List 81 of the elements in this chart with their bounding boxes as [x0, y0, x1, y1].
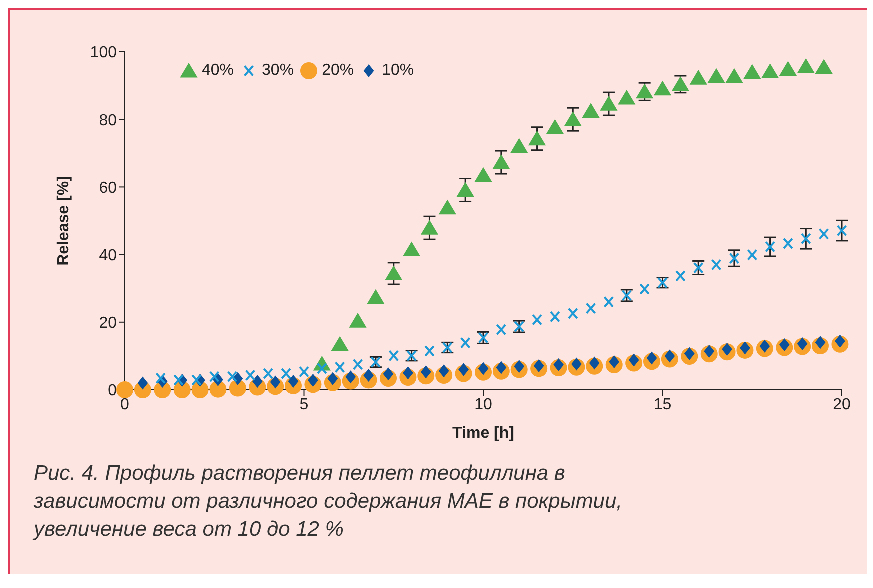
point [403, 242, 421, 257]
point [564, 112, 582, 126]
legend-label: 30% [262, 62, 294, 80]
y-tick-label: 0 [108, 382, 118, 400]
x-tick-label: 10 [474, 396, 492, 414]
point [227, 371, 238, 383]
point [550, 311, 560, 323]
point [818, 228, 830, 240]
point [726, 68, 744, 84]
point [690, 70, 708, 85]
point [299, 366, 310, 378]
point [334, 362, 346, 374]
point [528, 130, 546, 146]
point [618, 90, 636, 105]
point [744, 64, 762, 80]
point [192, 374, 202, 386]
x-tick-label: 0 [120, 396, 130, 414]
point [349, 313, 367, 328]
y-axis-title: Release [%] [56, 176, 73, 266]
point [586, 302, 596, 314]
point [765, 241, 776, 253]
y-tick-label: 100 [90, 44, 118, 62]
point [797, 58, 815, 74]
point [836, 225, 848, 237]
y-tick-label: 60 [99, 180, 118, 197]
point [352, 358, 364, 370]
point [388, 350, 400, 362]
point [424, 345, 435, 357]
point [245, 370, 256, 382]
point [711, 259, 722, 271]
point [210, 380, 227, 398]
point [367, 289, 385, 304]
point [456, 182, 474, 198]
point [582, 103, 600, 118]
point [568, 308, 578, 320]
point [708, 68, 726, 84]
point [675, 270, 686, 282]
point [138, 376, 148, 390]
point [116, 382, 134, 398]
point [747, 249, 758, 261]
point [438, 200, 456, 215]
point [174, 382, 191, 398]
point [779, 61, 798, 76]
point [600, 96, 618, 111]
x-axis-title: Time [h] [452, 425, 514, 442]
point [192, 382, 209, 398]
point [492, 154, 510, 170]
text: Рис. 4. Профиль растворения пеллет теофиллина в зависимости от различного содержания МАЕ в покрытии, увеличение веса от 10 до 12 % [34, 461, 624, 543]
y-tick-label: 80 [99, 112, 118, 130]
x-tick-label: 20 [833, 396, 851, 414]
point [800, 233, 812, 245]
legend-label: 20% [322, 62, 354, 80]
point [263, 368, 274, 380]
legend-label: 40% [202, 62, 234, 80]
point [174, 374, 184, 386]
legend-label: 10% [382, 62, 414, 80]
x-tick-label: 15 [654, 396, 672, 414]
point [654, 80, 672, 96]
x-tick-label: 5 [300, 396, 309, 414]
point [783, 238, 794, 250]
y-tick-label: 40 [99, 247, 118, 264]
point [815, 59, 833, 74]
point [209, 371, 220, 383]
point [474, 167, 492, 182]
point [385, 266, 403, 281]
point [496, 324, 507, 336]
point [281, 368, 292, 380]
y-tick-label: 20 [99, 315, 118, 332]
point [229, 380, 246, 397]
point [640, 283, 650, 296]
point [604, 296, 614, 308]
point [532, 314, 542, 326]
point [156, 372, 166, 384]
point [729, 252, 740, 264]
point [460, 337, 471, 349]
point [420, 220, 439, 235]
point [546, 119, 564, 134]
point [762, 64, 780, 78]
point [331, 336, 349, 352]
point [510, 138, 528, 154]
point [636, 84, 654, 99]
